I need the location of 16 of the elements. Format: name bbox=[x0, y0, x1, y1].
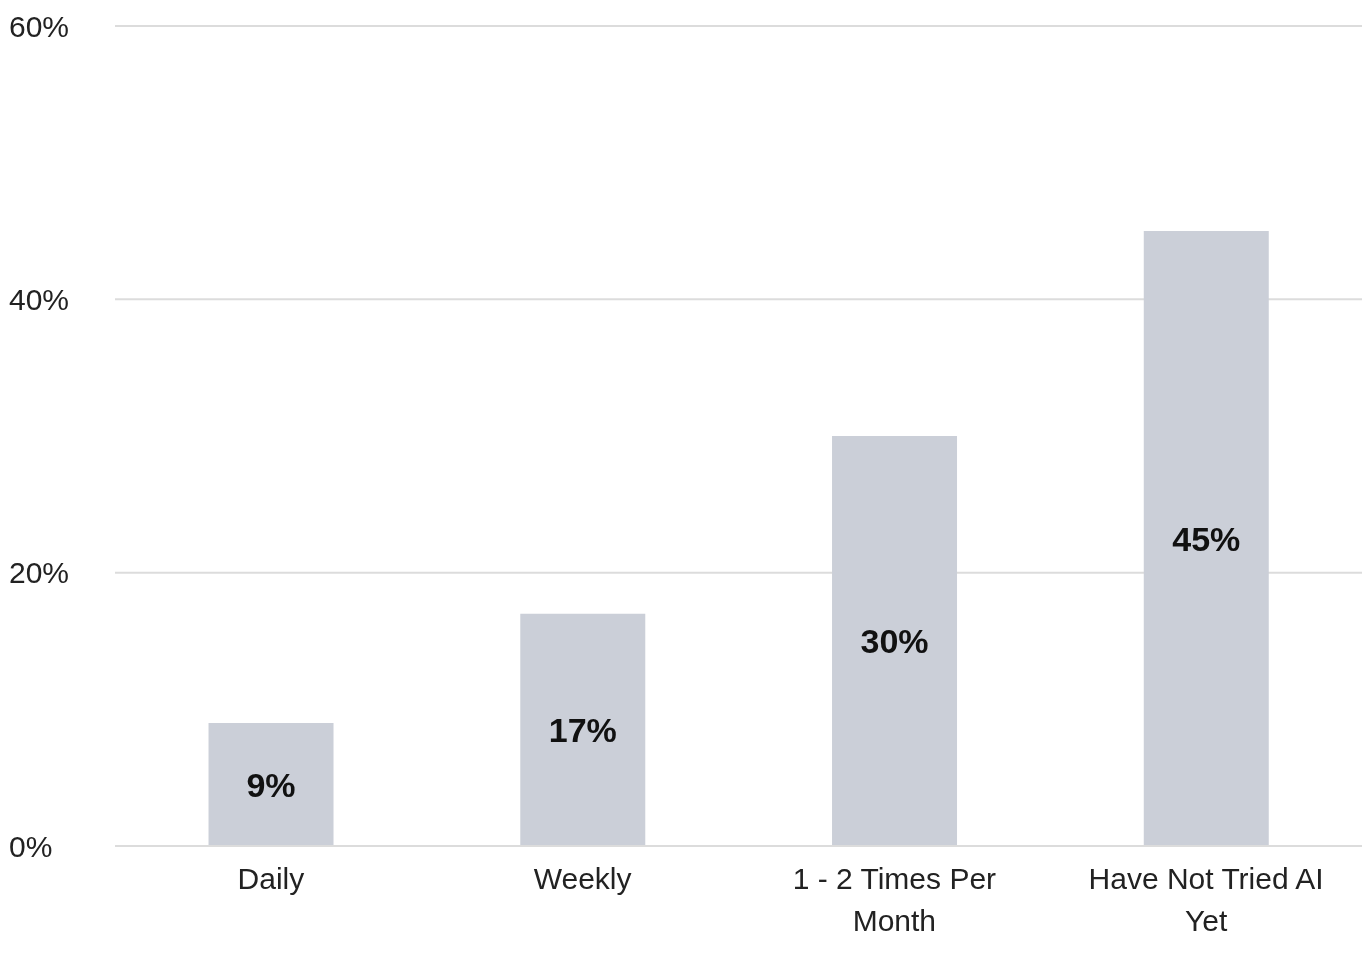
y-tick-label: 0% bbox=[9, 829, 53, 863]
bar bbox=[208, 723, 334, 846]
y-tick-label: 60% bbox=[9, 9, 70, 43]
x-tick-label: Have Not Tried AI Yet bbox=[1088, 862, 1324, 937]
bar bbox=[1143, 231, 1269, 846]
data-label: 9% bbox=[246, 765, 296, 804]
x-tick-label: Daily bbox=[237, 862, 305, 895]
x-tick-label: 1 - 2 Times Per Month bbox=[792, 862, 997, 937]
x-tick-label: Weekly bbox=[533, 862, 632, 895]
y-tick-label: 20% bbox=[9, 556, 70, 590]
data-label: 17% bbox=[548, 710, 617, 749]
bar bbox=[520, 613, 646, 846]
data-label: 30% bbox=[860, 622, 929, 661]
bar bbox=[832, 436, 958, 846]
data-label: 45% bbox=[1172, 519, 1241, 558]
y-tick-label: 40% bbox=[9, 282, 70, 316]
